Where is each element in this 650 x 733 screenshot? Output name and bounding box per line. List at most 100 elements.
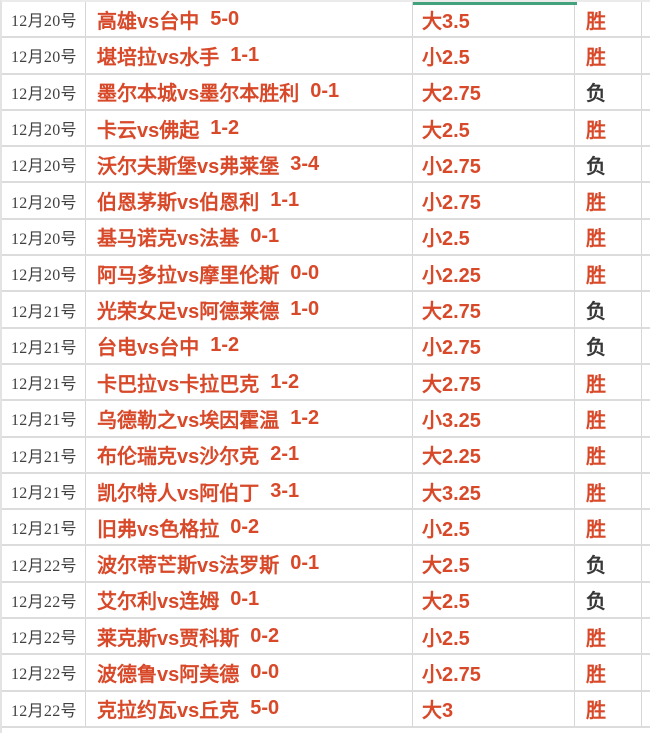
date-cell[interactable]: 12月21号 <box>2 473 86 509</box>
result-cell[interactable]: 胜 <box>575 219 642 255</box>
date-cell[interactable]: 12月20号 <box>2 147 86 182</box>
line-cell[interactable]: 小3.25 <box>413 401 575 436</box>
result-cell[interactable]: 负 <box>575 74 642 109</box>
match-cell[interactable]: 波德鲁vs阿美德 0-0 <box>86 655 413 690</box>
match-cell[interactable]: 克拉约瓦vs丘克 5-0 <box>86 691 413 726</box>
line-cell[interactable]: 大2.5 <box>413 110 575 146</box>
line-cell[interactable]: 小2.75 <box>413 183 575 218</box>
date-cell[interactable]: 12月22号 <box>2 691 86 726</box>
result-cell[interactable]: 负 <box>575 328 642 363</box>
line-cell[interactable]: 小2.5 <box>413 510 575 545</box>
date-cell[interactable]: 12月21号 <box>2 510 86 545</box>
selection-accent-line <box>413 2 577 5</box>
result-cell[interactable]: 胜 <box>575 2 642 37</box>
line-cell[interactable]: 大2.75 <box>413 292 575 327</box>
match-cell[interactable]: 堪培拉vs水手 1-1 <box>86 38 413 73</box>
match-cell[interactable]: 阿马多拉vs摩里伦斯 0-0 <box>86 256 413 291</box>
table-row: 12月21号 光荣女足vs阿德莱德 1-0 大2.75 负 <box>2 292 650 329</box>
result-cell[interactable]: 负 <box>575 292 642 327</box>
date-cell[interactable]: 12月20号 <box>2 38 86 73</box>
line-cell[interactable]: 小2.75 <box>413 655 575 690</box>
result-cell[interactable]: 胜 <box>575 183 642 218</box>
date-cell[interactable]: 12月21号 <box>2 401 86 436</box>
line-cell[interactable]: 小2.5 <box>413 38 575 73</box>
match-cell[interactable]: 波尔蒂芒斯vs法罗斯 0-1 <box>86 546 413 581</box>
result-cell[interactable]: 负 <box>575 546 642 581</box>
line-cell[interactable]: 小2.75 <box>413 147 575 182</box>
edge-cell <box>642 583 650 617</box>
line-cell[interactable]: 大3.5 <box>413 2 575 37</box>
table-row: 12月21号 乌德勒之vs埃因霍温 1-2 小3.25 胜 <box>2 401 650 438</box>
date-cell[interactable]: 12月20号 <box>2 256 86 291</box>
match-cell[interactable]: 艾尔利vs连姆 0-1 <box>86 582 413 618</box>
date-cell[interactable]: 12月20号 <box>2 2 86 37</box>
line-cell[interactable]: 小2.25 <box>413 256 575 291</box>
match-cell[interactable]: 光荣女足vs阿德莱德 1-0 <box>86 292 413 327</box>
date-cell[interactable]: 12月20号 <box>2 110 86 146</box>
match-cell[interactable]: 旧弗vs色格拉 0-2 <box>86 510 413 545</box>
line-cell[interactable]: 小2.5 <box>413 219 575 255</box>
match-cell[interactable]: 卡云vs佛起 1-2 <box>86 110 413 146</box>
match-cell[interactable]: 沃尔夫斯堡vs弗莱堡 3-4 <box>86 147 413 182</box>
result-cell[interactable]: 负 <box>575 147 642 182</box>
line-label: 小2.75 <box>422 192 481 215</box>
result-cell[interactable]: 胜 <box>575 364 642 400</box>
match-score: 1-2 <box>210 334 240 357</box>
line-label: 大2.5 <box>422 555 470 578</box>
match-score: 3-4 <box>290 152 320 175</box>
date-cell[interactable]: 12月20号 <box>2 74 86 109</box>
result-cell[interactable]: 胜 <box>575 401 642 436</box>
table-row: 12月21号 布伦瑞克vs沙尔克 2-1 大2.25 胜 <box>2 437 650 474</box>
line-label: 小2.5 <box>422 46 470 69</box>
table-row: 12月20号 基马诺克vs法基 0-1 小2.5 胜 <box>2 219 650 257</box>
date-cell[interactable]: 12月21号 <box>2 292 86 327</box>
match-cell[interactable]: 墨尔本城vs墨尔本胜利 0-1 <box>86 74 413 109</box>
match-cell[interactable]: 台电vs台中 1-2 <box>86 328 413 363</box>
line-cell[interactable]: 大2.5 <box>413 582 575 618</box>
date-cell[interactable]: 12月22号 <box>2 582 86 618</box>
line-cell[interactable]: 大2.75 <box>413 74 575 109</box>
line-cell[interactable]: 大2.75 <box>413 364 575 400</box>
table-row: 12月22号 莱克斯vs贾科斯 0-2 小2.5 胜 <box>2 619 650 656</box>
date-cell[interactable]: 12月21号 <box>2 328 86 363</box>
result-cell[interactable]: 胜 <box>575 510 642 545</box>
result-cell[interactable]: 胜 <box>575 38 642 73</box>
match-cell[interactable]: 高雄vs台中 5-0 <box>86 2 413 37</box>
match-cell[interactable]: 凯尔特人vs阿伯丁 3-1 <box>86 473 413 509</box>
result-cell[interactable]: 胜 <box>575 437 642 472</box>
line-cell[interactable]: 小2.5 <box>413 619 575 654</box>
result-cell[interactable]: 胜 <box>575 110 642 146</box>
result-cell[interactable]: 胜 <box>575 473 642 509</box>
result-cell[interactable]: 胜 <box>575 619 642 654</box>
result-cell[interactable]: 胜 <box>575 691 642 726</box>
table-row: 12月22号 波尔蒂芒斯vs法罗斯 0-1 大2.5 负 <box>2 546 650 583</box>
line-cell[interactable]: 大3.25 <box>413 473 575 509</box>
date-cell[interactable]: 12月22号 <box>2 546 86 581</box>
line-cell[interactable]: 大2.25 <box>413 437 575 472</box>
result-cell[interactable]: 胜 <box>575 655 642 690</box>
line-cell[interactable]: 大3 <box>413 691 575 726</box>
line-cell[interactable]: 大2.5 <box>413 546 575 581</box>
match-teams: 台电vs台中 <box>97 337 200 360</box>
date-cell[interactable]: 12月21号 <box>2 364 86 400</box>
result-cell[interactable]: 胜 <box>575 256 642 291</box>
match-cell[interactable]: 伯恩茅斯vs伯恩利 1-1 <box>86 183 413 218</box>
table-row: 12月21号 卡巴拉vs卡拉巴克 1-2 大2.75 胜 <box>2 364 650 402</box>
result-cell[interactable]: 负 <box>575 582 642 618</box>
date-cell[interactable]: 12月21号 <box>2 437 86 472</box>
date-cell[interactable]: 12月20号 <box>2 219 86 255</box>
match-cell[interactable]: 基马诺克vs法基 0-1 <box>86 219 413 255</box>
date-cell[interactable]: 12月22号 <box>2 655 86 690</box>
date-label: 12月22号 <box>11 593 77 611</box>
match-cell[interactable]: 乌德勒之vs埃因霍温 1-2 <box>86 401 413 436</box>
match-cell[interactable]: 莱克斯vs贾科斯 0-2 <box>86 619 413 654</box>
match-teams: 沃尔夫斯堡vs弗莱堡 <box>97 155 280 178</box>
match-cell[interactable]: 卡巴拉vs卡拉巴克 1-2 <box>86 364 413 400</box>
date-cell[interactable]: 12月20号 <box>2 183 86 218</box>
result-label: 胜 <box>586 228 606 251</box>
date-cell[interactable]: 12月22号 <box>2 619 86 654</box>
match-cell[interactable]: 布伦瑞克vs沙尔克 2-1 <box>86 437 413 472</box>
table-row: 12月20号 伯恩茅斯vs伯恩利 1-1 小2.75 胜 <box>2 183 650 220</box>
result-label: 负 <box>586 555 606 578</box>
line-cell[interactable]: 小2.75 <box>413 328 575 363</box>
